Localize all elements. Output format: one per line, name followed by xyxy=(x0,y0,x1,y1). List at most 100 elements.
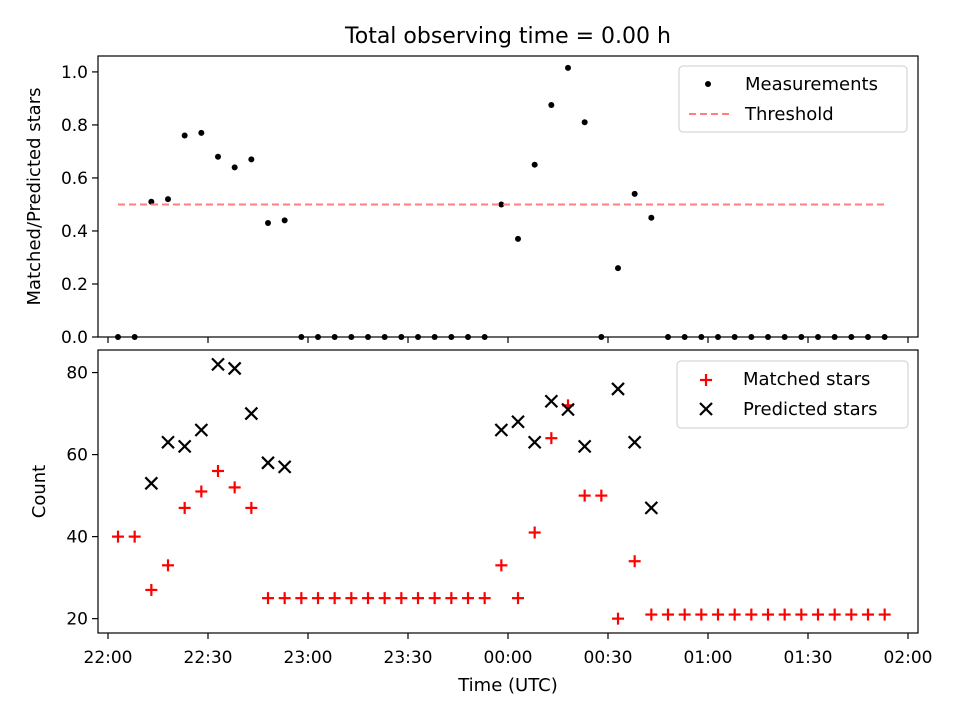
bottom-y-axis-label: Count xyxy=(29,465,50,518)
top-y-axis-label: Matched/Predicted stars xyxy=(24,88,45,306)
predicted-star-point xyxy=(211,357,225,372)
measurement-point xyxy=(148,198,155,205)
predicted-star-point xyxy=(577,439,592,454)
matched-star-point xyxy=(228,481,241,494)
legend-predicted-label: Predicted stars xyxy=(743,399,877,420)
measurement-point xyxy=(648,214,655,221)
y-tick-label: 20 xyxy=(66,610,88,630)
matched-star-point xyxy=(528,526,541,539)
matched-star-point xyxy=(378,592,391,605)
matched-star-point xyxy=(828,608,841,621)
matched-star-point xyxy=(395,592,408,605)
top-legend-box xyxy=(678,65,908,133)
predicted-star-point xyxy=(244,406,259,421)
matched-star-point xyxy=(878,608,891,621)
matched-star-point xyxy=(162,559,174,572)
legend-matched-marker xyxy=(700,374,712,386)
y-tick-label: 0.6 xyxy=(61,169,88,189)
matched-star-point xyxy=(778,608,791,621)
measurement-point xyxy=(565,64,571,71)
matched-star-point xyxy=(645,608,658,621)
matched-star-point xyxy=(512,592,524,605)
x-tick-label: 01:00 xyxy=(684,648,733,668)
matched-star-point xyxy=(495,559,508,572)
predicted-star-point xyxy=(527,435,542,450)
legend-threshold-label: Threshold xyxy=(744,104,834,125)
matched-star-point xyxy=(478,592,491,605)
measurement-point xyxy=(281,217,288,224)
matched-star-point xyxy=(578,489,591,502)
chart-title: Total observing time = 0.00 h xyxy=(344,24,671,49)
legend-predicted-marker xyxy=(699,402,713,416)
matched-star-point xyxy=(612,612,624,625)
matched-star-point xyxy=(328,592,341,605)
measurement-point xyxy=(615,265,621,272)
x-tick-label: 22:30 xyxy=(184,648,233,668)
matched-star-point xyxy=(745,608,758,621)
matched-star-point xyxy=(128,530,141,543)
measurement-point xyxy=(198,129,205,136)
matched-star-point xyxy=(695,608,708,621)
predicted-star-point xyxy=(511,414,525,429)
matched-star-point xyxy=(262,592,274,605)
measurement-point xyxy=(515,235,521,242)
x-tick-label: 00:30 xyxy=(584,648,633,668)
matched-star-point xyxy=(362,592,374,605)
matched-star-point xyxy=(845,608,858,621)
matched-star-point xyxy=(112,530,124,543)
measurement-point xyxy=(165,196,171,203)
measurement-point xyxy=(531,161,538,168)
predicted-star-point xyxy=(277,460,292,474)
measurement-point xyxy=(181,132,188,139)
bottom-plot-area xyxy=(112,357,891,625)
matched-star-point xyxy=(212,464,224,477)
predicted-star-point xyxy=(644,501,659,515)
matched-star-point xyxy=(295,592,308,605)
measurement-point xyxy=(231,164,238,171)
matched-star-point xyxy=(428,592,441,605)
matched-star-point xyxy=(412,592,424,605)
predicted-star-point xyxy=(144,476,159,491)
matched-star-point xyxy=(728,608,741,621)
predicted-star-point xyxy=(627,435,642,450)
bottom-x-axis: 22:00 22:30 23:00 23:30 00:00 00:30 01:00 01:30… xyxy=(84,633,933,668)
y-tick-label: 0.0 xyxy=(61,328,88,348)
x-tick-label: 01:30 xyxy=(784,648,833,668)
predicted-star-point xyxy=(544,394,559,409)
top-y-axis: 0.0 0.2 0.4 0.6 0.8 1.0 xyxy=(61,63,98,348)
predicted-star-point xyxy=(561,402,575,417)
measurement-point xyxy=(248,156,255,163)
x-axis-label: Time (UTC) xyxy=(457,675,558,696)
matched-star-point xyxy=(628,555,641,568)
predicted-star-point xyxy=(611,382,625,396)
predicted-star-point xyxy=(261,456,275,470)
measurement-point xyxy=(215,153,221,160)
measurement-point xyxy=(581,119,588,126)
matched-star-point xyxy=(795,608,808,621)
predicted-star-point xyxy=(161,435,175,450)
y-tick-label: 1.0 xyxy=(61,63,88,83)
matched-star-point xyxy=(595,489,608,502)
bottom-legend-box xyxy=(676,360,909,429)
measurement-point xyxy=(498,201,505,208)
matched-star-point xyxy=(278,592,291,605)
x-tick-label: 23:00 xyxy=(284,648,333,668)
top-x-ticks xyxy=(107,337,909,343)
bottom-legend: Matched stars Predicted stars xyxy=(676,360,909,429)
y-tick-label: 80 xyxy=(66,364,88,384)
measurement-point xyxy=(265,220,271,227)
matched-star-point xyxy=(462,592,474,605)
matched-star-point xyxy=(662,608,674,621)
legend-matched-label: Matched stars xyxy=(743,369,870,390)
matched-star-point xyxy=(712,608,724,621)
matched-star-point xyxy=(762,608,774,621)
matched-star-point xyxy=(312,592,324,605)
matched-star-point xyxy=(145,583,158,596)
predicted-star-point xyxy=(194,423,209,437)
x-tick-label: 00:00 xyxy=(484,648,533,668)
top-panel: 0.0 0.2 0.4 0.6 0.8 1.0 Matched/Predicted sta… xyxy=(24,55,919,348)
matched-star-point xyxy=(178,501,191,514)
measurement-point xyxy=(548,102,555,109)
matched-star-point xyxy=(445,592,458,605)
